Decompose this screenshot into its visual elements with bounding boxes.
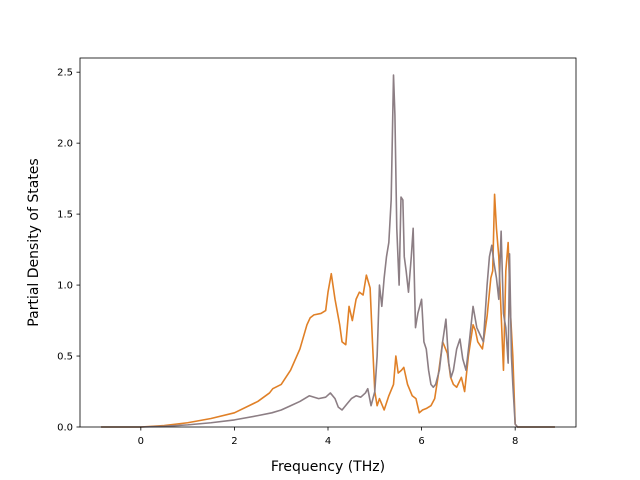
series-line-1	[101, 193, 555, 428]
series-line-2	[101, 74, 555, 428]
x-tick-label: 2	[231, 436, 237, 447]
y-tick-label: 0.5	[57, 352, 73, 363]
y-axis-label: Partial Density of States	[26, 158, 42, 326]
x-axis-label: Frequency (THz)	[271, 459, 385, 475]
x-tick-label: 8	[512, 436, 518, 447]
y-tick-label: 1.0	[57, 281, 73, 292]
y-tick-label: 0.0	[57, 423, 73, 434]
x-tick-label: 6	[418, 436, 424, 447]
y-axis: 0.0 0.5 1.0 1.5 2.0 2.5	[57, 68, 80, 434]
x-tick-label: 4	[325, 436, 331, 447]
y-tick-label: 1.5	[57, 210, 73, 221]
x-axis: 0 2 4 6 8	[138, 427, 518, 447]
x-tick-label: 0	[138, 436, 144, 447]
y-tick-label: 2.0	[57, 139, 73, 150]
series-layer	[101, 74, 555, 428]
y-tick-label: 2.5	[57, 68, 73, 79]
